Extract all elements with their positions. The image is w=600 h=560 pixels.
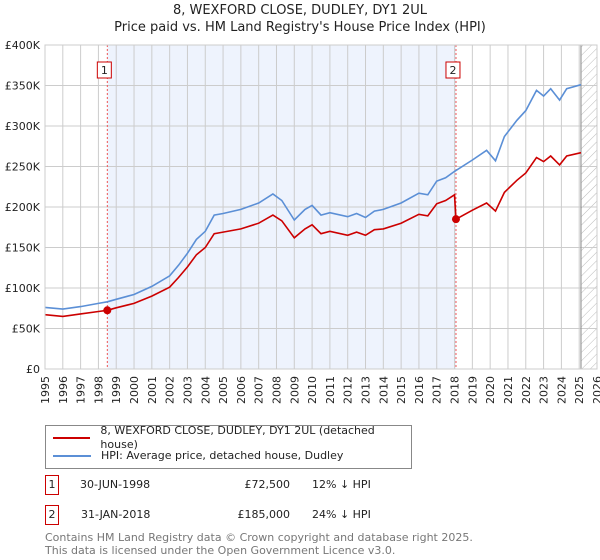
sale-marker-label: 1 (45, 475, 59, 495)
y-tick-label: £50K (12, 323, 41, 336)
x-tick-label: 2010 (306, 376, 319, 404)
chart-title: 8, WEXFORD CLOSE, DUDLEY, DY1 2UL (172, 3, 428, 18)
sale-marker-number: 1 (101, 64, 108, 77)
x-tick-label: 2023 (538, 376, 551, 404)
x-tick-label: 1995 (39, 376, 52, 404)
legend: 8, WEXFORD CLOSE, DUDLEY, DY1 2UL (detac… (45, 424, 412, 469)
sale-hpi-delta: 12% ↓ HPI (312, 478, 371, 491)
x-tick-label: 1998 (92, 376, 105, 404)
y-tick-label: £300K (5, 120, 41, 133)
x-tick-label: 2009 (288, 376, 301, 404)
plot-area: 1995 1996 1997 1998 1999 2000 2001 2002 2003 2004… (5, 39, 600, 404)
y-tick-label: £150K (5, 242, 41, 255)
legend-swatch-hpi (53, 455, 91, 457)
x-tick-label: 2008 (270, 376, 283, 404)
sale-point (451, 215, 460, 224)
sale-hpi-delta: 24% ↓ HPI (312, 508, 371, 521)
x-tick-label: 2025 (573, 376, 586, 404)
x-tick-label: 2011 (324, 376, 337, 404)
x-tick-label: 2021 (502, 376, 515, 404)
sale-price: £185,000 (237, 508, 291, 521)
legend-label-hpi: HPI: Average price, detached house, Dudl… (101, 449, 344, 462)
y-tick-label: £200K (5, 201, 41, 214)
x-tick-label: 2014 (377, 376, 390, 404)
sale-marker-box (96, 61, 112, 79)
x-tick-label: 2001 (146, 376, 159, 404)
sale-marker-box (445, 61, 461, 79)
property-price-line (44, 151, 582, 318)
sale-marker-label: 2 (45, 505, 59, 525)
x-tick-label: 2002 (164, 376, 177, 404)
y-tick-label: £100K (5, 282, 41, 295)
x-tick-label: 2005 (217, 376, 230, 404)
x-tick-label: 2012 (342, 376, 355, 404)
sale-point (103, 306, 112, 315)
y-tick-label: £250K (5, 161, 41, 174)
x-tick-label: 2026 (591, 376, 600, 404)
legend-swatch-property (53, 437, 91, 439)
x-tick-label: 2022 (520, 376, 533, 404)
sale-price: £72,500 (244, 478, 291, 491)
y-tick-label: £350K (5, 80, 41, 93)
hpi-line (44, 83, 582, 310)
x-tick-label: 1997 (75, 376, 88, 404)
x-tick-label: 2004 (199, 376, 212, 404)
sale-date: 30-JUN-1998 (80, 478, 151, 491)
x-tick-label: 2018 (449, 376, 462, 404)
x-tick-label: 1996 (57, 376, 70, 404)
x-tick-label: 2016 (413, 376, 426, 404)
x-tick-label: 2007 (253, 376, 266, 404)
x-tick-label: 2000 (128, 376, 141, 404)
footer-licence: This data is licensed under the Open Gov… (45, 544, 396, 557)
footer-copyright: Contains HM Land Registry data © Crown c… (45, 531, 473, 544)
x-tick-label: 2020 (484, 376, 497, 404)
plot-border (44, 44, 598, 370)
chart-subtitle: Price paid vs. HM Land Registry's House … (114, 20, 486, 35)
x-tick-label: 2019 (466, 376, 479, 404)
y-tick-label: £0 (26, 363, 40, 376)
x-tick-label: 2017 (431, 376, 444, 404)
x-tick-label: 2024 (555, 376, 568, 404)
x-tick-label: 2006 (235, 376, 248, 404)
sale-date: 31-JAN-2018 (81, 508, 151, 521)
x-tick-label: 1999 (110, 376, 123, 404)
x-tick-label: 2015 (395, 376, 408, 404)
x-tick-label: 2013 (360, 376, 373, 404)
x-tick-label: 2003 (181, 376, 194, 404)
y-tick-label: £400K (5, 39, 41, 52)
legend-label-property: 8, WEXFORD CLOSE, DUDLEY, DY1 2UL (detac… (100, 424, 375, 451)
sale-marker-number: 2 (449, 64, 456, 77)
